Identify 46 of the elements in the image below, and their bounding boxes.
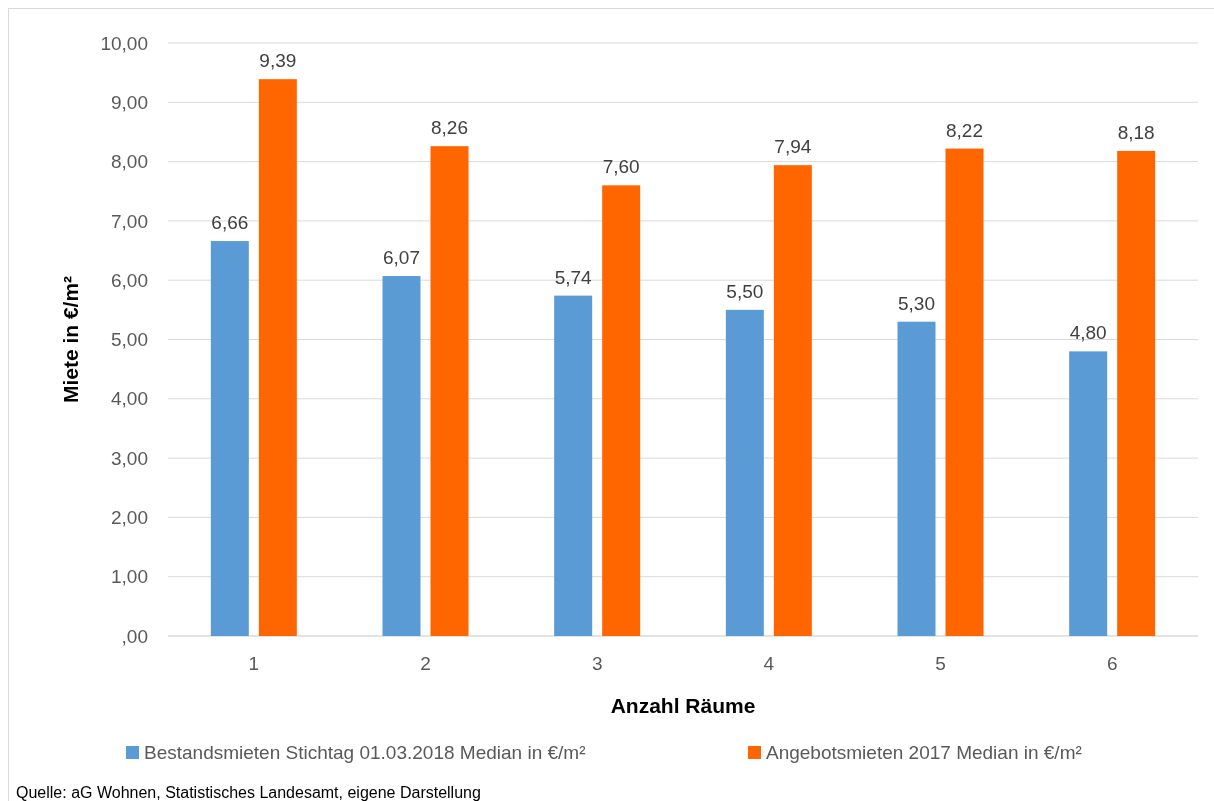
data-label: 4,80 [1069, 322, 1107, 344]
legend-label: Bestandsmieten Stichtag 01.03.2018 Median in €/m² [144, 742, 586, 763]
bar [1117, 150, 1156, 636]
bar [1069, 351, 1108, 636]
data-label: 5,74 [554, 266, 593, 288]
y-tick-label: 9,00 [111, 91, 148, 113]
data-label: 7,60 [602, 156, 640, 178]
y-tick-label: 4,00 [111, 388, 148, 410]
bar [602, 185, 641, 636]
x-tick-label: 6 [1106, 653, 1118, 674]
bar [258, 79, 297, 636]
x-tick-label: 2 [420, 653, 431, 674]
y-tick-label: ,00 [121, 625, 148, 647]
bar [773, 165, 812, 636]
data-label: 6,66 [211, 212, 249, 234]
data-label: 5,50 [726, 280, 764, 302]
bar [554, 295, 593, 636]
x-tick-label: 4 [763, 653, 775, 674]
x-tick-label: 1 [248, 653, 260, 674]
data-label: 5,30 [898, 292, 935, 314]
y-tick-label: 3,00 [111, 447, 148, 469]
bar [382, 276, 421, 636]
data-label: 6,07 [383, 247, 420, 269]
data-label: 8,18 [1117, 121, 1155, 143]
legend-label: Angebotsmieten 2017 Median in €/m² [766, 742, 1082, 763]
y-tick-label: 8,00 [111, 151, 148, 173]
bar [430, 146, 469, 636]
bar [897, 321, 936, 636]
bar [725, 309, 764, 636]
y-tick-label: 10,00 [100, 32, 148, 54]
x-tick-label: 3 [591, 653, 603, 674]
x-tick-label: 5 [935, 653, 946, 674]
y-tick-label: 1,00 [111, 566, 148, 588]
data-label: 7,94 [774, 136, 812, 158]
source-note: Quelle: aG Wohnen, Statistisches Landesamt, eigene Darstellung [16, 784, 481, 801]
y-axis-title: Miete in €/m² [59, 275, 82, 404]
data-label: 8,22 [946, 119, 983, 141]
bar [210, 241, 249, 636]
y-tick-label: 5,00 [111, 329, 148, 351]
x-axis-title: Anzahl Räume [610, 694, 756, 717]
y-tick-label: 6,00 [111, 269, 148, 291]
bar [945, 148, 984, 636]
y-tick-label: 2,00 [111, 507, 148, 529]
data-label: 8,26 [431, 117, 468, 139]
data-label: 9,39 [259, 50, 297, 72]
y-tick-label: 7,00 [111, 210, 148, 232]
